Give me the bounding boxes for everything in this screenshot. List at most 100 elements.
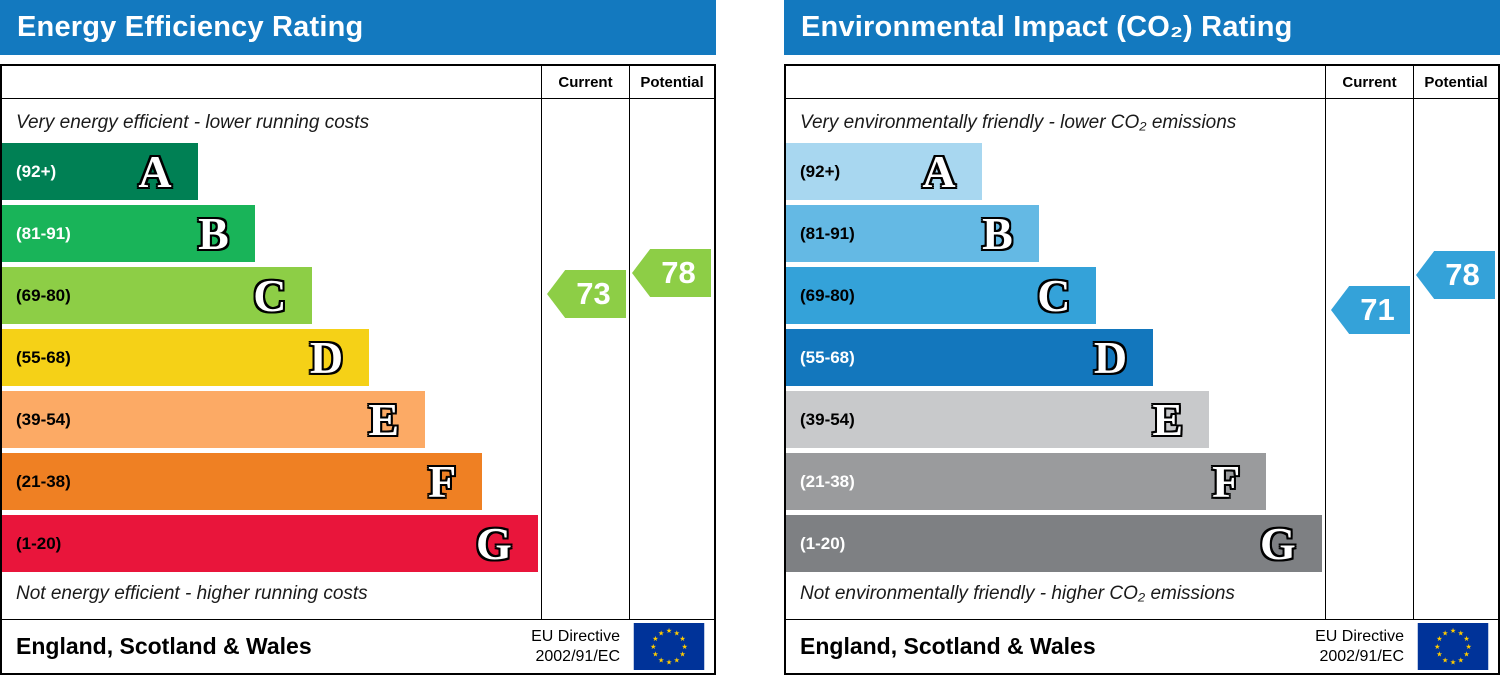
band-row-d: (55-68) D: [2, 329, 370, 386]
band-range-label: (81-91): [800, 223, 855, 243]
svg-text:★: ★: [652, 634, 658, 643]
band-letter: C: [1037, 269, 1071, 321]
band-letter: F: [1212, 455, 1241, 507]
column-header-row: Current Potential: [786, 66, 1498, 99]
band-range-label: (92+): [800, 161, 841, 181]
environmental-impact-chart: Environmental Impact (CO₂) Rating Curren…: [784, 0, 1500, 675]
band-range-label: (39-54): [800, 409, 855, 429]
band-letter: E: [368, 393, 400, 445]
current-column: 73: [541, 99, 629, 619]
chart-footer: England, Scotland & Wales EU Directive 2…: [2, 619, 714, 673]
bands-area: Very environmentally friendly - lower CO…: [786, 99, 1325, 619]
svg-text:★: ★: [1466, 642, 1472, 651]
eu-directive-label: EU Directive 2002/91/EC: [1315, 627, 1404, 665]
band-row-f: (21-38) F: [786, 453, 1267, 510]
column-header-current: Current: [541, 66, 629, 98]
bottom-note: Not energy efficient - higher running co…: [16, 583, 368, 604]
column-header-potential: Potential: [1413, 66, 1498, 98]
potential-column: 78: [629, 99, 714, 619]
svg-text:★: ★: [679, 634, 685, 643]
band-range-label: (55-68): [800, 347, 855, 367]
band-row-d: (55-68) D: [786, 329, 1154, 386]
band-letter: A: [138, 145, 172, 197]
svg-text:★: ★: [1434, 642, 1440, 651]
svg-text:★: ★: [666, 626, 672, 635]
band-range-label: (21-38): [16, 471, 71, 491]
footer-region-label: England, Scotland & Wales: [800, 633, 1096, 659]
eu-directive-line1: EU Directive: [531, 628, 620, 646]
band-letter: E: [1152, 393, 1184, 445]
svg-text:★: ★: [1436, 634, 1442, 643]
band-row-a: (92+) A: [2, 143, 198, 200]
chart-title: Energy Efficiency Rating: [0, 0, 716, 55]
chart-body: Very energy efficient - lower running co…: [2, 99, 714, 619]
svg-text:★: ★: [682, 642, 688, 651]
band-row-b: (81-91) B: [786, 205, 1039, 262]
svg-text:★: ★: [1458, 628, 1464, 637]
eu-flag-icon: ★ ★★ ★★★ ★★★ ★★★: [633, 623, 705, 670]
svg-text:★: ★: [1463, 650, 1469, 659]
epc-table: Current Potential Very environmentally f…: [784, 64, 1500, 675]
chart-body: Very environmentally friendly - lower CO…: [786, 99, 1498, 619]
energy-efficiency-chart: Energy Efficiency Rating Current Potenti…: [0, 0, 716, 675]
top-note: Very environmentally friendly - lower CO…: [800, 112, 1237, 133]
band-row-b: (81-91) B: [2, 205, 255, 262]
band-range-label: (39-54): [16, 409, 71, 429]
current-rating-arrow: 71: [1331, 286, 1410, 334]
svg-text:★: ★: [1463, 634, 1469, 643]
band-range-label: (1-20): [16, 533, 62, 553]
current-rating-arrow: 73: [547, 270, 626, 318]
svg-text:★: ★: [650, 642, 656, 651]
potential-column: 78: [1413, 99, 1498, 619]
band-range-label: (21-38): [800, 471, 855, 491]
band-range-label: (69-80): [16, 285, 71, 305]
band-column-spacer: [2, 66, 541, 98]
band-row-g: (1-20) G: [786, 515, 1322, 572]
band-column-spacer: [786, 66, 1325, 98]
top-note: Very energy efficient - lower running co…: [16, 112, 370, 133]
band-letter: C: [253, 269, 287, 321]
band-range-label: (1-20): [800, 533, 846, 553]
band-row-c: (69-80) C: [786, 267, 1097, 324]
column-header-potential: Potential: [629, 66, 714, 98]
svg-text:★: ★: [1436, 650, 1442, 659]
bottom-note: Not environmentally friendly - higher CO…: [800, 583, 1235, 604]
column-header-current: Current: [1325, 66, 1413, 98]
band-range-label: (69-80): [800, 285, 855, 305]
eu-flag-icon: ★ ★★ ★★★ ★★★ ★★★: [1417, 623, 1489, 670]
band-letter: G: [475, 517, 512, 569]
band-letter: D: [1093, 331, 1128, 383]
band-letter: B: [198, 207, 229, 259]
band-range-label: (55-68): [16, 347, 71, 367]
band-range-label: (81-91): [16, 223, 71, 243]
band-letter: G: [1259, 517, 1296, 569]
svg-text:★: ★: [679, 650, 685, 659]
svg-text:★: ★: [674, 655, 680, 664]
band-row-e: (39-54) E: [786, 391, 1210, 448]
footer-region-label: England, Scotland & Wales: [16, 633, 312, 659]
epc-table: Current Potential Very energy efficient …: [0, 64, 716, 675]
band-letter: F: [428, 455, 457, 507]
potential-rating-arrow: 78: [632, 249, 711, 297]
svg-text:★: ★: [652, 650, 658, 659]
svg-text:★: ★: [666, 658, 672, 667]
band-row-a: (92+) A: [786, 143, 982, 200]
band-letter: D: [309, 331, 344, 383]
chart-title: Environmental Impact (CO₂) Rating: [784, 0, 1500, 55]
band-letter: B: [982, 207, 1013, 259]
potential-rating-arrow: 78: [1416, 251, 1495, 299]
svg-text:★: ★: [674, 628, 680, 637]
current-column: 71: [1325, 99, 1413, 619]
band-row-c: (69-80) C: [2, 267, 313, 324]
svg-text:★: ★: [1450, 658, 1456, 667]
band-row-e: (39-54) E: [2, 391, 426, 448]
svg-text:★: ★: [1442, 655, 1448, 664]
bands-area: Very energy efficient - lower running co…: [2, 99, 541, 619]
eu-directive-line2: 2002/91/EC: [535, 647, 620, 665]
svg-text:★: ★: [1442, 628, 1448, 637]
svg-text:★: ★: [658, 628, 664, 637]
svg-text:★: ★: [1450, 626, 1456, 635]
eu-directive-label: EU Directive 2002/91/EC: [531, 627, 620, 665]
eu-directive-line2: 2002/91/EC: [1319, 647, 1404, 665]
band-letter: A: [922, 145, 956, 197]
